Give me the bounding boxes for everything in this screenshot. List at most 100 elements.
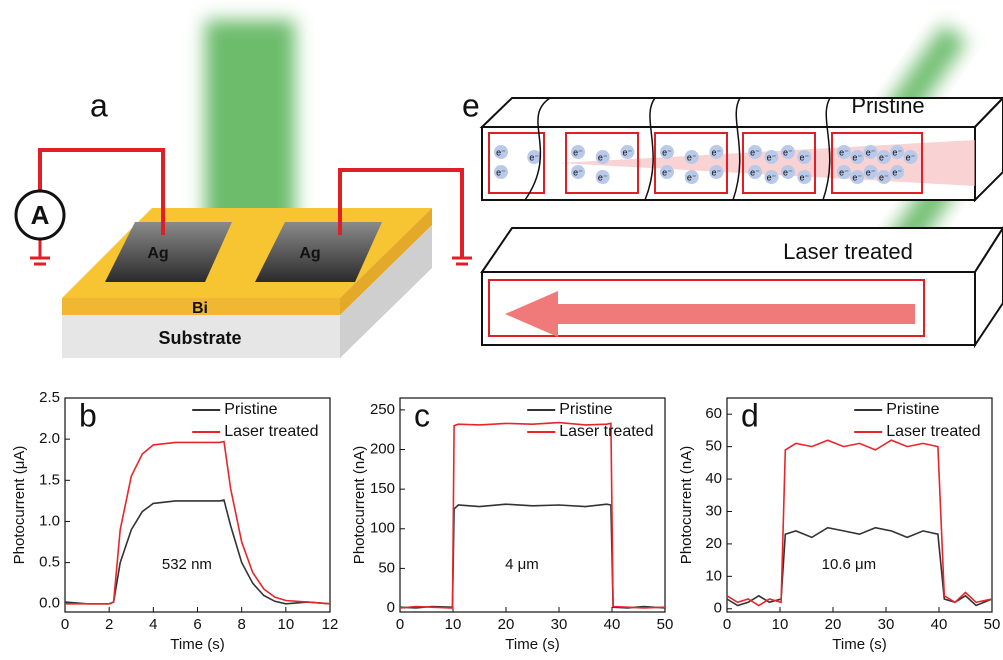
ammeter-label: A [31, 200, 50, 230]
y-tick-label: 10 [705, 567, 722, 584]
y-tick-label: 200 [370, 440, 395, 457]
legend-label: Pristine [886, 401, 939, 418]
electron-label: e⁻ [496, 147, 506, 157]
y-tick-label: 250 [370, 401, 395, 418]
electron-label: e⁻ [687, 152, 697, 162]
electron-label: e⁻ [623, 147, 633, 157]
x-tick-label: 8 [237, 616, 245, 633]
electron-label: e⁻ [783, 147, 793, 157]
electron-label: e⁻ [598, 172, 608, 182]
y-tick-label: 0 [714, 600, 722, 617]
y-tick-label: 2.5 [39, 389, 60, 406]
electron-label: e⁻ [767, 172, 777, 182]
electrode-label: Ag [147, 245, 168, 262]
x-tick-label: 20 [498, 616, 515, 633]
electron-label: e⁻ [852, 172, 862, 182]
annotation: 10.6 μm [822, 556, 877, 573]
electron-label: e⁻ [662, 167, 672, 177]
electron-label: e⁻ [879, 152, 889, 162]
legend-label: Laser treated [886, 423, 980, 440]
electron-label: e⁻ [892, 167, 902, 177]
electron-label: e⁻ [879, 172, 889, 182]
panel-label: d [741, 397, 759, 433]
series-line [65, 500, 330, 604]
x-tick-label: 0 [723, 616, 731, 633]
x-tick-label: 50 [984, 616, 1001, 633]
series-line [65, 442, 330, 604]
y-tick-label: 0.5 [39, 554, 60, 571]
electron-label: e⁻ [750, 147, 760, 157]
page: { "diagram_a": {"label": "a", "meter": "… [0, 0, 1003, 660]
x-axis-label: Time (s) [505, 636, 559, 653]
y-tick-label: 1.5 [39, 471, 60, 488]
y-tick-label: 40 [705, 470, 722, 487]
y-tick-label: 100 [370, 520, 395, 537]
electron-label: e⁻ [529, 152, 539, 162]
electron-label: e⁻ [687, 172, 697, 182]
film-label: Bi [192, 300, 208, 317]
electron-label: e⁻ [866, 167, 876, 177]
x-tick-label: 30 [551, 616, 568, 633]
electron-label: e⁻ [783, 167, 793, 177]
electron-label: e⁻ [712, 167, 722, 177]
panel-label: e [462, 87, 480, 123]
diagram-a: a A Ag Ag Bi Substrate [16, 20, 472, 358]
diagram-e: e e⁻e⁻e⁻e⁻e⁻e⁻e⁻e⁻e⁻e⁻e⁻e⁻e⁻e⁻e⁻e⁻e⁻e⁻e⁻… [462, 24, 1003, 345]
legend-label: Laser treated [559, 423, 653, 440]
electron-label: e⁻ [866, 147, 876, 157]
electron-label: e⁻ [906, 152, 916, 162]
y-tick-label: 60 [705, 405, 722, 422]
x-tick-label: 10 [772, 616, 789, 633]
panel-label: b [79, 397, 97, 433]
y-axis-label: Photocurrent (nA) [351, 446, 368, 564]
figure: a A Ag Ag Bi Substrate e e⁻e⁻e⁻e⁻e⁻e⁻e⁻e… [0, 0, 1003, 660]
legend-label: Laser treated [224, 423, 318, 440]
electron-label: e⁻ [662, 147, 672, 157]
x-tick-label: 10 [277, 616, 294, 633]
y-tick-label: 50 [705, 438, 722, 455]
annotation: 532 nm [162, 556, 212, 573]
y-tick-label: 150 [370, 480, 395, 497]
x-tick-label: 4 [149, 616, 157, 633]
x-tick-label: 40 [931, 616, 948, 633]
electron-label: e⁻ [496, 167, 506, 177]
x-axis-label: Time (s) [832, 636, 886, 653]
x-tick-label: 0 [396, 616, 404, 633]
substrate-label: Substrate [158, 328, 241, 348]
electron-label: e⁻ [598, 152, 608, 162]
y-tick-label: 50 [378, 559, 395, 576]
x-tick-label: 50 [657, 616, 674, 633]
annotation: 4 μm [505, 556, 539, 573]
x-tick-label: 40 [604, 616, 621, 633]
x-tick-label: 10 [445, 616, 462, 633]
x-tick-label: 6 [193, 616, 201, 633]
electron-label: e⁻ [800, 172, 810, 182]
x-tick-label: 20 [825, 616, 842, 633]
state-label: Pristine [851, 93, 924, 118]
electron-label: e⁻ [839, 167, 849, 177]
electrode-label: Ag [299, 245, 320, 262]
bar-top [482, 228, 1003, 272]
electron-label: e⁻ [800, 152, 810, 162]
legend-label: Pristine [559, 401, 612, 418]
x-tick-label: 12 [322, 616, 339, 633]
panel-label: a [90, 87, 108, 123]
bar-top [482, 98, 1003, 127]
series-line [400, 423, 665, 608]
state-label: Laser treated [783, 239, 913, 264]
electron-label: e⁻ [892, 147, 902, 157]
panel-label: c [414, 397, 430, 433]
electron-label: e⁻ [573, 147, 583, 157]
y-axis-label: Photocurrent (nA) [678, 446, 695, 564]
electron-label: e⁻ [750, 167, 760, 177]
electron-label: e⁻ [839, 147, 849, 157]
x-tick-label: 30 [878, 616, 895, 633]
y-tick-label: 30 [705, 502, 722, 519]
y-tick-label: 0 [387, 599, 395, 616]
y-tick-label: 20 [705, 535, 722, 552]
x-tick-label: 0 [61, 616, 69, 633]
electron-label: e⁻ [767, 152, 777, 162]
electron-label: e⁻ [852, 152, 862, 162]
charts: 0246810120.00.51.01.52.02.5Time (s)Photo… [11, 389, 1000, 653]
electron-label: e⁻ [712, 147, 722, 157]
